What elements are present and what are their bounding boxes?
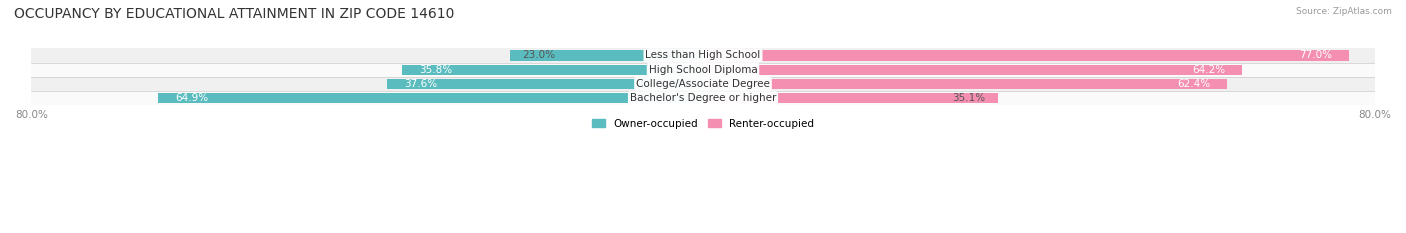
- Text: 35.8%: 35.8%: [419, 65, 453, 75]
- Bar: [31, 48, 1375, 62]
- Bar: [159, 93, 703, 103]
- Bar: [402, 65, 703, 75]
- Text: 77.0%: 77.0%: [1299, 50, 1333, 60]
- Bar: [31, 77, 1375, 91]
- Text: Source: ZipAtlas.com: Source: ZipAtlas.com: [1296, 7, 1392, 16]
- Bar: [703, 79, 1227, 89]
- Bar: [31, 91, 1375, 105]
- Text: 64.2%: 64.2%: [1192, 65, 1225, 75]
- Text: Less than High School: Less than High School: [645, 50, 761, 60]
- Bar: [703, 93, 998, 103]
- Bar: [31, 62, 1375, 77]
- Bar: [703, 65, 1241, 75]
- Bar: [703, 50, 1350, 61]
- Bar: [388, 79, 703, 89]
- Text: OCCUPANCY BY EDUCATIONAL ATTAINMENT IN ZIP CODE 14610: OCCUPANCY BY EDUCATIONAL ATTAINMENT IN Z…: [14, 7, 454, 21]
- Text: College/Associate Degree: College/Associate Degree: [636, 79, 770, 89]
- Bar: [510, 50, 703, 61]
- Text: 35.1%: 35.1%: [952, 93, 986, 103]
- Text: 64.9%: 64.9%: [174, 93, 208, 103]
- Text: 37.6%: 37.6%: [404, 79, 437, 89]
- Text: Bachelor's Degree or higher: Bachelor's Degree or higher: [630, 93, 776, 103]
- Text: 23.0%: 23.0%: [523, 50, 555, 60]
- Legend: Owner-occupied, Renter-occupied: Owner-occupied, Renter-occupied: [588, 114, 818, 133]
- Text: 62.4%: 62.4%: [1177, 79, 1211, 89]
- Text: High School Diploma: High School Diploma: [648, 65, 758, 75]
